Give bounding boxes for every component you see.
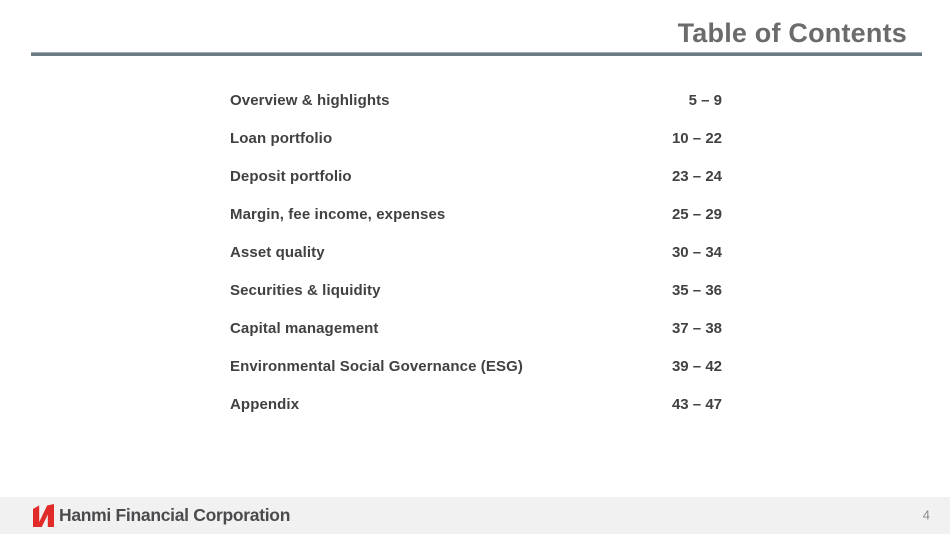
toc-item-pages: 43 – 47	[671, 395, 722, 413]
toc-item-pages: 23 – 24	[671, 167, 722, 185]
table-of-contents: Overview & highlights 5 – 9 Loan portfol…	[230, 81, 722, 423]
toc-item-label: Securities & liquidity	[230, 281, 381, 299]
toc-item-pages: 10 – 22	[671, 129, 722, 147]
toc-row: Appendix 43 – 47	[230, 385, 722, 423]
toc-row: Overview & highlights 5 – 9	[230, 81, 722, 119]
toc-item-pages: 5 – 9	[688, 91, 722, 109]
page-title: Table of Contents	[677, 18, 907, 48]
company-name: Hanmi Financial Corporation	[59, 505, 291, 525]
toc-row: Deposit portfolio 23 – 24	[230, 157, 722, 195]
toc-item-label: Margin, fee income, expenses	[230, 205, 446, 223]
toc-row: Loan portfolio 10 – 22	[230, 119, 722, 157]
toc-item-pages: 37 – 38	[671, 319, 722, 337]
hanmi-logo-icon	[33, 504, 54, 527]
toc-row: Asset quality 30 – 34	[230, 233, 722, 271]
company-logo: Hanmi Financial Corporation	[33, 504, 290, 527]
toc-item-pages: 35 – 36	[671, 281, 722, 299]
toc-row: Environmental Social Governance (ESG) 39…	[230, 347, 722, 385]
toc-row: Margin, fee income, expenses 25 – 29	[230, 195, 722, 233]
header-divider	[31, 52, 922, 56]
toc-item-label: Loan portfolio	[230, 129, 333, 147]
toc-row: Capital management 37 – 38	[230, 309, 722, 347]
toc-item-label: Capital management	[230, 319, 379, 337]
toc-item-label: Environmental Social Governance (ESG)	[230, 357, 523, 375]
toc-item-pages: 30 – 34	[671, 243, 722, 261]
page-number: 4	[922, 506, 930, 522]
toc-item-pages: 39 – 42	[671, 357, 722, 375]
footer-bar: Hanmi Financial Corporation 4	[0, 497, 950, 534]
toc-row: Securities & liquidity 35 – 36	[230, 271, 722, 309]
toc-item-label: Deposit portfolio	[230, 167, 352, 185]
toc-item-label: Asset quality	[230, 243, 325, 261]
toc-item-label: Overview & highlights	[230, 91, 390, 109]
toc-item-pages: 25 – 29	[671, 205, 722, 223]
toc-item-label: Appendix	[230, 395, 300, 413]
